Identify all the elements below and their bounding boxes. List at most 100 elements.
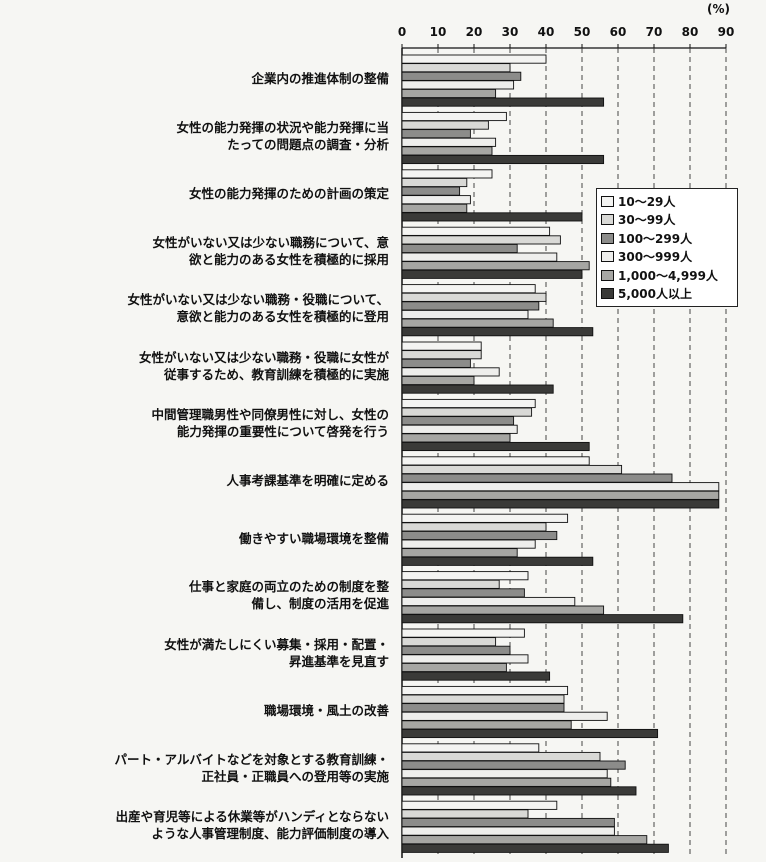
legend: 10～29人 30～99人 100～299人 300～999人 1,000～4,999人… <box>596 188 738 307</box>
category-label: 女性が満たしにくい募集・採用・配置・ 昇進基準を見直す <box>164 636 389 670</box>
category-label: 女性の能力発揮のための計画の策定 <box>189 185 389 202</box>
legend-swatch <box>601 195 614 207</box>
bar <box>401 154 605 165</box>
bar <box>401 637 497 647</box>
tick-label: 10 <box>430 25 447 39</box>
bar <box>401 269 583 279</box>
category-label-line: 女性が満たしにくい募集・採用・配置・ <box>164 636 389 652</box>
category-label-line: 働きやすい職場環境を整備 <box>238 530 389 546</box>
bar <box>401 605 605 615</box>
bar <box>401 786 637 796</box>
bar <box>401 111 507 122</box>
bar <box>401 350 482 360</box>
unit-label: (%) <box>707 2 730 16</box>
bar <box>401 777 612 787</box>
tick-label: 40 <box>538 25 555 39</box>
legend-item: 100～299人 <box>601 229 733 248</box>
category-label-line: 女性がいない又は少ない職務・役職について、 <box>127 292 389 308</box>
bar <box>401 513 569 523</box>
bar <box>401 375 475 386</box>
bar <box>401 433 511 443</box>
bar <box>401 490 720 500</box>
bar <box>401 596 576 607</box>
bar <box>401 384 554 394</box>
legend-swatch <box>601 288 614 300</box>
bar <box>401 817 615 828</box>
bar <box>401 588 525 598</box>
bar <box>401 120 489 130</box>
bar <box>401 662 507 673</box>
tick-label: 50 <box>574 25 591 39</box>
bar <box>401 169 493 179</box>
legend-swatch <box>601 214 614 226</box>
category-label-line: ような人事管理制度、能力評価制度の導入 <box>151 826 389 841</box>
category-label-line: 女性の能力発揮の状況や能力発揮に当 <box>176 120 389 136</box>
category-label-line: 欲と能力のある女性を積極的に採用 <box>188 252 389 267</box>
bar <box>401 252 558 262</box>
legend-item: 300～999人 <box>601 248 733 267</box>
tick-label: 90 <box>718 25 735 39</box>
bar <box>401 728 659 739</box>
bar <box>401 473 673 483</box>
bar <box>401 800 558 810</box>
bar <box>401 671 551 681</box>
bar <box>401 243 518 254</box>
category-label-line: 正社員・正職員への登用等の実施 <box>201 768 389 784</box>
category-label-line: たっての問題点の調査・分析 <box>227 137 389 153</box>
category-label-line: 企業内の推進体制の整備 <box>251 71 389 87</box>
category-label-line: 出産や育児等による休業等がハンディとならない <box>115 809 389 824</box>
bar <box>401 571 529 581</box>
bar <box>401 301 540 311</box>
category-label: パート・アルバイトなどを対象とする教育訓練・ 正社員・正職員への登用等の実施 <box>114 751 389 785</box>
bar <box>401 530 558 541</box>
legend-label: 5,000人以上 <box>618 287 692 302</box>
legend-swatch <box>601 251 614 263</box>
legend-label: 300～999人 <box>618 250 693 265</box>
category-label-line: 従事するため、教育訓練を積極的に実施 <box>163 366 389 382</box>
category-label: 働きやすい職場環境を整備 <box>239 530 389 547</box>
bar <box>401 424 518 434</box>
bar <box>401 292 547 302</box>
legend-swatch <box>601 269 614 281</box>
legend-swatch <box>601 232 614 244</box>
bar <box>401 97 605 107</box>
category-label: 企業内の推進体制の整備 <box>251 70 389 87</box>
legend-item: 5,000人以上 <box>601 285 733 304</box>
bar <box>401 71 522 81</box>
bar <box>401 129 471 139</box>
bar <box>401 539 536 549</box>
category-label: 女性がいない又は少ない職務について、意欲と能力のある女性を積極的に採用 <box>152 234 389 268</box>
category-label-line: 中間管理職男性や同僚男性に対し、女性の <box>151 407 389 423</box>
bar <box>401 464 623 475</box>
bar <box>401 146 493 156</box>
legend-item: 1,000～4,999人 <box>601 266 733 285</box>
bar <box>401 186 461 196</box>
bar <box>401 826 615 836</box>
bar <box>401 703 565 713</box>
bar <box>401 628 525 638</box>
bar <box>401 548 518 558</box>
bar <box>401 809 529 819</box>
tick-label: 60 <box>610 25 627 39</box>
bar <box>401 367 500 377</box>
category-label-line: 女性がいない又は少ない職務について、意 <box>152 235 389 250</box>
tick-label: 20 <box>466 25 483 39</box>
bar <box>401 261 590 271</box>
x-axis-ticks: 0 10 20 30 40 50 60 70 80 90 <box>398 25 735 48</box>
category-label-line: 女性の能力発揮のための計画の策定 <box>188 186 389 202</box>
bar <box>401 235 561 245</box>
bar <box>401 309 529 320</box>
bar <box>401 482 720 492</box>
category-label-line: パート・アルバイトなどを対象とする教育訓練・ <box>114 751 389 767</box>
bar <box>401 54 547 64</box>
bar <box>401 843 669 853</box>
bar <box>401 212 583 222</box>
tick-label: 70 <box>646 25 663 39</box>
legend-label: 10～29人 <box>618 194 676 209</box>
category-label: 女性がいない又は少ない職務・役職に女性が 従事するため、教育訓練を積極的に実施 <box>139 349 389 383</box>
legend-label: 30～99人 <box>618 213 676 228</box>
tick-label: 30 <box>502 25 519 39</box>
bar <box>401 358 471 368</box>
category-label-line: 人事考課基準を明確に定める <box>226 473 389 489</box>
